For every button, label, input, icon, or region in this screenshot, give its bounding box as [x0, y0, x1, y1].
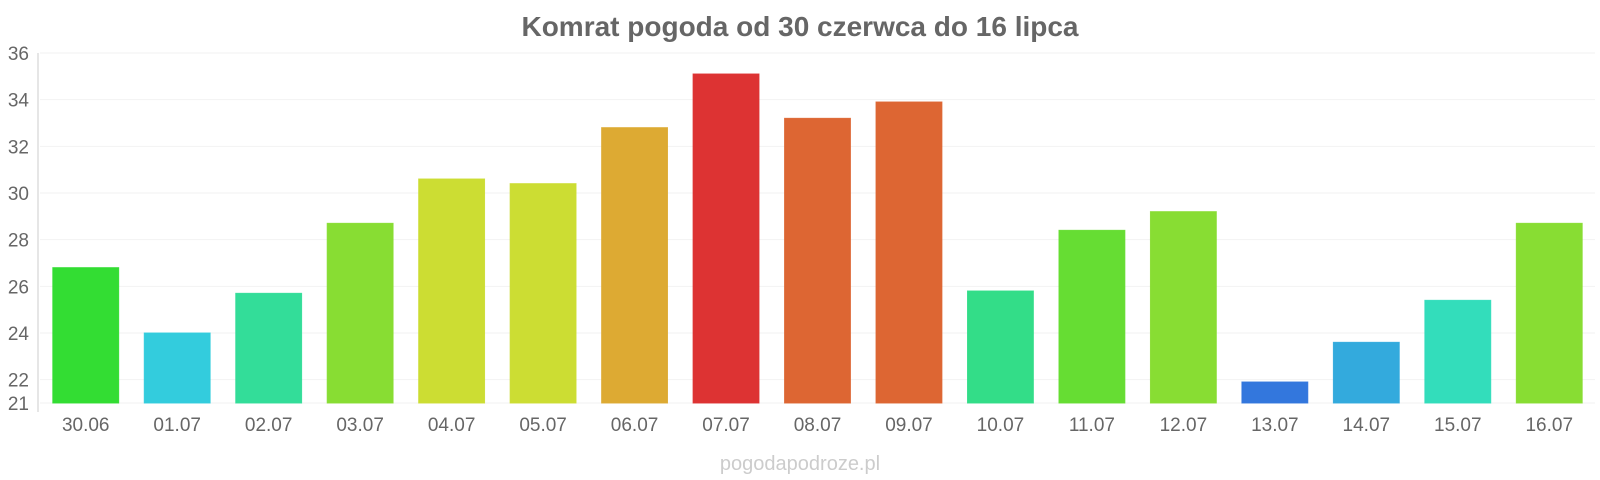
bar-08.07: [784, 117, 851, 404]
bar-03.07: [326, 222, 394, 404]
x-tick-label: 03.07: [336, 415, 384, 436]
y-tick-label: 26: [8, 277, 29, 298]
bar-07.07: [692, 73, 760, 404]
x-tick-label: 05.07: [519, 415, 567, 436]
x-tick-label: 07.07: [702, 415, 750, 436]
x-tick-label: 08.07: [794, 415, 842, 436]
source-label: pogodapodroze.pl: [720, 453, 880, 475]
bar-11.07: [1058, 229, 1126, 404]
bar-16.07: [1515, 222, 1583, 404]
y-tick-label: 28: [8, 231, 29, 252]
y-tick-label: 30: [8, 184, 29, 205]
x-tick-label: 09.07: [885, 415, 933, 436]
x-tick-label: 01.07: [153, 415, 201, 436]
y-tick-label: 32: [8, 137, 29, 158]
x-tick-label: 14.07: [1343, 415, 1391, 436]
bar-10.07: [967, 290, 1034, 404]
x-tick-label: 12.07: [1160, 415, 1208, 436]
x-tick-label: 10.07: [977, 415, 1025, 436]
bar-30.06: [52, 267, 120, 404]
x-tick-label: 15.07: [1434, 415, 1482, 436]
y-tick-label: 24: [8, 324, 30, 345]
x-tick-label: 04.07: [428, 415, 476, 436]
x-tick-label: 30.06: [62, 415, 110, 436]
x-axis-ticks: 30.06 01.07 02.07 03.07 04.07 05.07 06.07 07.07…: [62, 415, 1573, 436]
bar-15.07: [1424, 299, 1492, 404]
y-tick-label: 36: [8, 44, 29, 65]
bar-12.07: [1149, 211, 1217, 404]
bar-02.07: [235, 292, 303, 404]
bar-04.07: [418, 178, 486, 404]
chart-title: Komrat pogoda od 30 czerwca do 16 lipca: [521, 11, 1078, 42]
x-tick-label: 11.07: [1069, 415, 1115, 436]
x-tick-label: 16.07: [1525, 415, 1573, 436]
x-tick-label: 02.07: [245, 415, 293, 436]
bars: [52, 73, 1583, 404]
y-tick-label: 22: [8, 371, 29, 392]
bar-06.07: [601, 127, 668, 404]
bar-14.07: [1332, 341, 1400, 404]
bar-01.07: [143, 332, 211, 404]
x-tick-label: 06.07: [611, 415, 659, 436]
bar-05.07: [509, 183, 577, 404]
y-tick-label: 34: [8, 91, 30, 112]
bar-13.07: [1241, 381, 1309, 404]
bar-09.07: [875, 101, 943, 404]
y-tick-label: 21: [8, 394, 29, 415]
x-tick-label: 13.07: [1251, 415, 1299, 436]
